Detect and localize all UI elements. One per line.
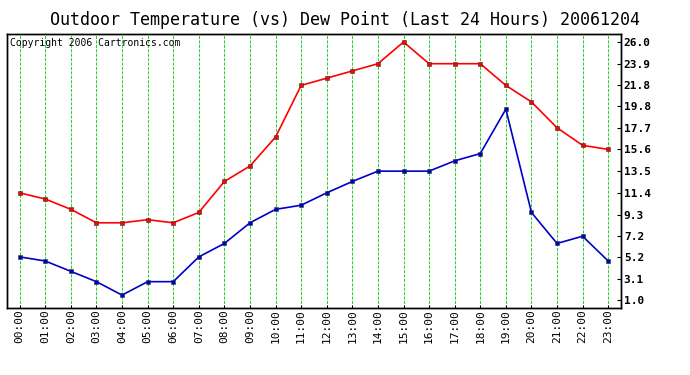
Text: Copyright 2006 Cartronics.com: Copyright 2006 Cartronics.com (10, 38, 180, 48)
Text: Outdoor Temperature (vs) Dew Point (Last 24 Hours) 20061204: Outdoor Temperature (vs) Dew Point (Last… (50, 11, 640, 29)
